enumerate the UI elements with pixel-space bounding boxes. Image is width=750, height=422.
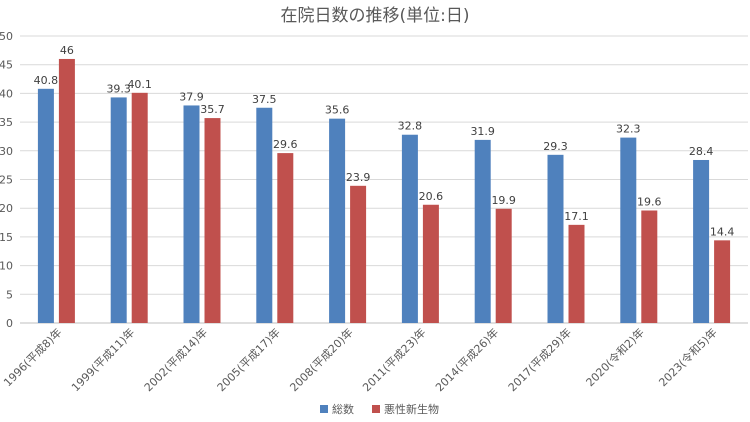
y-tick-label: 40 <box>0 87 13 100</box>
bar-malignant <box>568 224 585 323</box>
y-tick-label: 10 <box>0 260 13 273</box>
data-label: 40.1 <box>127 78 152 91</box>
data-label: 32.3 <box>616 123 641 136</box>
x-tick-label: 2005(平成17)年 <box>214 325 283 394</box>
y-tick-label: 0 <box>6 317 13 330</box>
data-label: 46 <box>60 44 74 57</box>
chart-title: 在院日数の推移(単位:日) <box>281 6 470 26</box>
data-label: 40.8 <box>34 74 59 87</box>
data-label: 14.4 <box>710 225 735 238</box>
bar-total <box>474 139 491 323</box>
bar-total <box>547 154 564 323</box>
x-tick-label: 2011(平成23)年 <box>360 325 429 394</box>
x-tick-label: 1996(平成8)年 <box>0 325 64 389</box>
x-tick-label: 2008(平成20)年 <box>287 325 356 394</box>
bar-total <box>693 159 710 323</box>
x-tick-label: 2014(平成26)年 <box>432 325 501 394</box>
x-tick-label: 2002(平成14)年 <box>141 325 210 394</box>
bar-malignant <box>277 153 294 323</box>
data-label: 29.6 <box>273 138 298 151</box>
bar-malignant <box>422 204 439 323</box>
data-label: 19.9 <box>491 194 516 207</box>
legend-entry: 悪性新生物 <box>384 402 439 416</box>
y-tick-label: 35 <box>0 116 13 129</box>
y-tick-label: 45 <box>0 59 13 72</box>
data-label: 37.5 <box>252 93 277 106</box>
data-label: 31.9 <box>470 125 495 138</box>
data-label: 20.6 <box>419 190 444 203</box>
y-axis: 0 5 10 15 20 25 30 35 40 45 50 <box>0 30 13 330</box>
bar-malignant <box>350 185 367 323</box>
legend-swatch <box>320 405 328 413</box>
legend-swatch <box>372 405 380 413</box>
legend: 総数 悪性新生物 <box>320 402 439 416</box>
bar-malignant <box>131 92 148 324</box>
bar-total <box>401 134 418 323</box>
data-labels: 40.8 46 39.340.1 37.935.7 37.5 29.6 35.6 23.9 32… <box>34 44 735 238</box>
data-label: 35.6 <box>325 104 350 117</box>
x-axis: 1996(平成8)年 1999(平成11)年 2002(平成14)年 2005(平成1… <box>0 325 719 394</box>
data-label: 37.9 <box>179 90 204 103</box>
bar-malignant <box>641 210 658 323</box>
bar-total <box>37 88 54 323</box>
y-tick-label: 20 <box>0 202 13 215</box>
y-tick-label: 15 <box>0 231 13 244</box>
x-tick-label: 2017(平成29)年 <box>505 325 574 394</box>
data-label: 39.3 <box>106 82 131 95</box>
data-label: 35.7 <box>200 103 225 116</box>
bars <box>37 58 731 324</box>
bar-total <box>329 118 346 323</box>
bar-total <box>110 97 127 323</box>
bar-total <box>620 137 637 323</box>
y-tick-label: 25 <box>0 174 13 187</box>
data-label: 28.4 <box>689 145 714 158</box>
bar-malignant <box>714 240 731 323</box>
x-tick-label: 2023(令和5)年 <box>656 325 720 389</box>
bar-malignant <box>58 58 75 324</box>
y-tick-label: 30 <box>0 145 13 158</box>
bar-total <box>256 107 273 323</box>
bar-malignant <box>204 118 221 323</box>
data-label: 32.8 <box>398 120 423 133</box>
data-label: 23.9 <box>346 171 371 184</box>
y-tick-label: 5 <box>6 288 13 301</box>
x-tick-label: 1999(平成11)年 <box>68 325 137 394</box>
legend-entry: 総数 <box>332 402 354 416</box>
data-label: 19.6 <box>637 195 662 208</box>
y-tick-label: 50 <box>0 30 13 43</box>
data-label: 29.3 <box>543 140 568 153</box>
bar-malignant <box>495 208 512 323</box>
data-label: 17.1 <box>564 210 589 223</box>
bar-total <box>183 105 200 323</box>
x-tick-label: 2020(令和2)年 <box>583 325 647 389</box>
